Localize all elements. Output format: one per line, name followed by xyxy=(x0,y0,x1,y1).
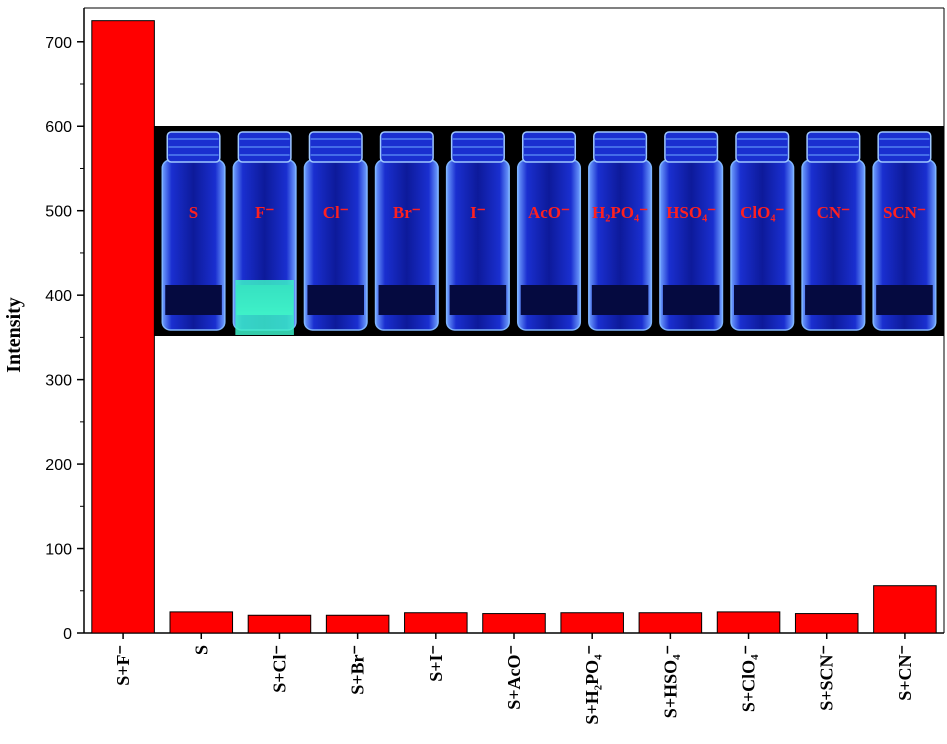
vial-liquid xyxy=(449,285,507,315)
vial-label: H₂PO₄⁻ xyxy=(592,203,648,222)
x-tick-labels: S+F⁻ S S+Cl⁻ S+Br⁻ S+I⁻ S+AcO⁻ S+H₂PO₄⁻ S+HSO₄⁻… xyxy=(113,633,915,725)
vial-label: F⁻ xyxy=(255,203,274,222)
vial-label: Cl⁻ xyxy=(323,203,349,222)
bar xyxy=(873,585,937,634)
x-tick-label: S+F⁻ xyxy=(113,645,133,686)
bar xyxy=(482,613,546,634)
vial: F⁻ xyxy=(232,131,297,335)
y-tick-label: 0 xyxy=(63,626,72,643)
x-tick-label: S+Br⁻ xyxy=(348,645,368,695)
vial: H₂PO₄⁻ xyxy=(588,131,653,331)
vial-label: S xyxy=(189,203,198,222)
x-tick-label: S xyxy=(191,645,211,655)
bar xyxy=(404,612,468,634)
x-tick-label: S+SCN⁻ xyxy=(817,645,837,711)
vial: SCN⁻ xyxy=(872,131,937,331)
x-tick-label: S+H₂PO₄⁻ xyxy=(582,645,602,725)
vial: I⁻ xyxy=(445,131,510,331)
vial: HSO₄⁻ xyxy=(659,131,724,331)
x-tick-label: S+AcO⁻ xyxy=(504,645,524,710)
vial-label: CN⁻ xyxy=(817,203,851,222)
bar xyxy=(716,611,781,634)
vial: AcO⁻ xyxy=(516,131,582,331)
vial-liquid xyxy=(520,285,578,315)
bar xyxy=(91,20,155,634)
vial-liquid xyxy=(805,285,862,315)
vial-label: SCN⁻ xyxy=(883,203,926,222)
vial-liquid xyxy=(876,285,933,315)
x-tick-label: S+I⁻ xyxy=(426,645,446,682)
bar xyxy=(247,614,312,634)
bar xyxy=(638,612,703,634)
y-ticks: 0 100 200 300 400 500 600 700 xyxy=(45,35,84,643)
y-tick-label: 200 xyxy=(45,457,72,474)
x-tick-label: S+HSO₄⁻ xyxy=(660,645,680,718)
vial: Cl⁻ xyxy=(303,131,368,331)
vial-label: Br⁻ xyxy=(393,203,421,222)
x-tick-label: S+Cl⁻ xyxy=(269,645,289,693)
vial-label: AcO⁻ xyxy=(528,203,570,222)
bar xyxy=(794,613,859,634)
y-tick-label: 600 xyxy=(45,119,72,136)
vial: S xyxy=(161,131,226,331)
x-tick-label: S+CN⁻ xyxy=(895,645,915,701)
bar xyxy=(560,612,624,634)
vial-label: HSO₄⁻ xyxy=(666,203,716,222)
bars xyxy=(91,20,937,634)
vial-liquid xyxy=(378,285,436,315)
vial-liquid xyxy=(733,285,791,315)
inset-photo: S F⁻ Cl⁻ Br⁻ I⁻ AcO⁻ H₂PO₄⁻ HSO₄⁻ ClO₄⁻ CN⁻ SCN⁻ xyxy=(154,126,944,336)
vial: ClO₄⁻ xyxy=(730,131,795,331)
vial-liquid xyxy=(662,285,720,315)
y-tick-label: 400 xyxy=(45,288,72,305)
vial-label: ClO₄⁻ xyxy=(740,203,784,222)
y-axis-label: Intensity xyxy=(3,297,25,373)
bar xyxy=(325,614,390,634)
vial-label: I⁻ xyxy=(470,203,486,222)
vial-fluorescence xyxy=(235,280,294,335)
vials: S F⁻ Cl⁻ Br⁻ I⁻ AcO⁻ H₂PO₄⁻ HSO₄⁻ ClO₄⁻ CN⁻ SCN⁻ xyxy=(161,131,937,335)
y-tick-label: 300 xyxy=(45,373,72,390)
vial-liquid xyxy=(591,285,649,315)
vial: CN⁻ xyxy=(801,131,866,331)
vial: Br⁻ xyxy=(374,131,439,331)
vial-liquid xyxy=(307,285,365,315)
y-tick-label: 700 xyxy=(45,35,72,52)
y-tick-label: 500 xyxy=(45,204,72,221)
y-tick-label: 100 xyxy=(45,542,72,559)
vial-liquid xyxy=(165,285,222,315)
x-tick-label: S+ClO₄⁻ xyxy=(739,645,759,712)
bar xyxy=(169,611,234,634)
